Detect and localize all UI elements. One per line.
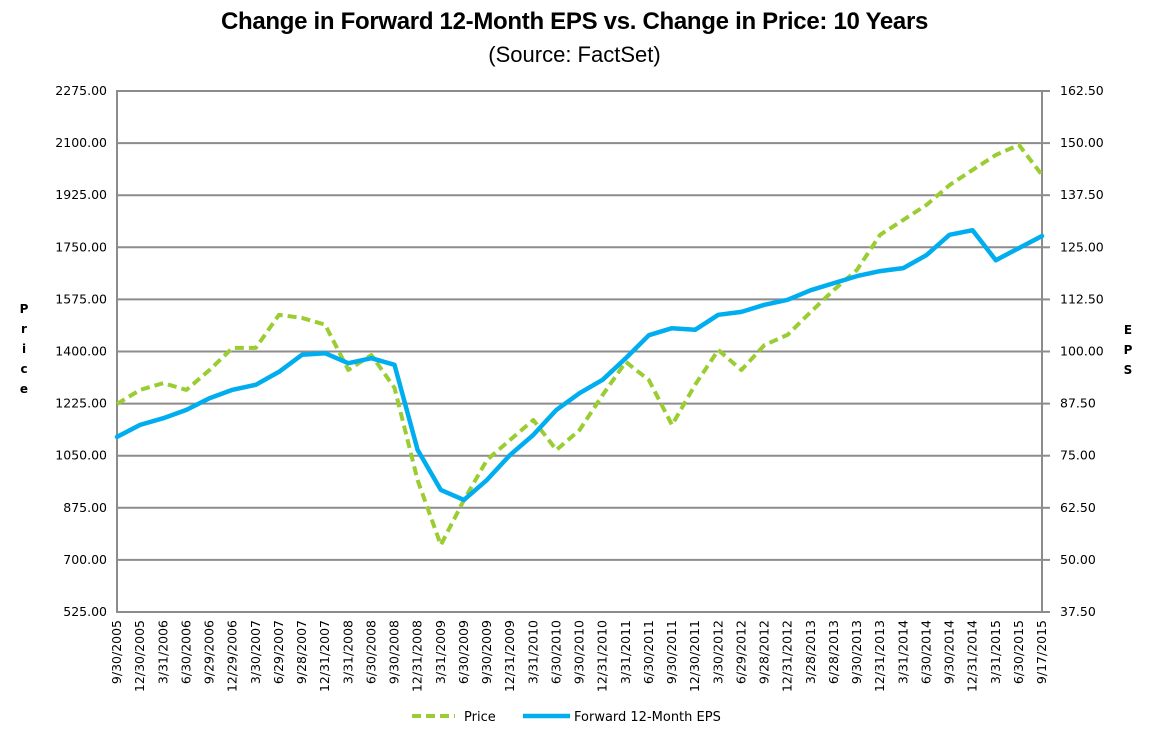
x-tick-label: 12/30/2011 [687,620,702,692]
x-tick-label: 12/31/2012 [780,620,795,692]
y-axis-left: 525.00 700.00 875.00 1050.00 1225.00 1400.00 1… [55,83,107,619]
x-tick-label: 6/30/2006 [178,620,193,684]
y-tick-label-right: 162.50 [1060,83,1104,98]
x-tick-label: 12/31/2008 [410,620,425,692]
gridlines [117,142,1042,561]
x-tick-label: 12/31/2013 [872,620,887,692]
y-tick-label-left: 1925.00 [55,187,107,202]
y-axis-title-left-letter: c [20,362,27,376]
x-tick-label: 3/30/2007 [248,620,263,684]
y-tick-label-right: 150.00 [1060,135,1104,150]
x-tick-label: 6/29/2007 [271,620,286,684]
chart-subtitle: (Source: FactSet) [488,42,661,67]
y-tick-label-left: 1400.00 [55,344,107,359]
y-tick-label-left: 2100.00 [55,135,107,150]
price-line [115,142,1044,547]
y-tick-label-left: 700.00 [63,552,107,567]
legend: Price Forward 12-Month EPS [412,710,721,725]
x-tick-label: 3/31/2009 [433,620,448,684]
x-tick-label: 3/31/2014 [895,620,910,684]
y-tick-label-right: 37.50 [1060,604,1096,619]
y-tick-label-right: 125.00 [1060,239,1104,254]
x-tick-label: 12/31/2014 [965,620,980,692]
x-tick-label: 9/30/2013 [849,620,864,684]
eps-line [114,227,1045,503]
y-tick-label-right: 112.50 [1060,291,1104,306]
y-tick-label-right: 62.50 [1060,500,1096,515]
chart-title: Change in Forward 12-Month EPS vs. Chang… [220,8,929,35]
y-tick-label-right: 50.00 [1060,552,1096,567]
x-tick-label: 12/31/2009 [502,620,517,692]
legend-price-label: Price [464,710,496,725]
x-tick-label: 9/30/2010 [572,620,587,684]
x-tick-label: 3/31/2008 [340,620,355,684]
x-tick-label: 9/30/2005 [109,620,124,684]
y-axis-title-right-letter: P [1124,343,1133,357]
y-axis-title-left-letter: e [20,382,28,396]
x-tick-label: 9/30/2009 [479,620,494,684]
x-tick-label: 9/28/2007 [294,620,309,684]
x-tick-label: 6/30/2011 [641,620,656,684]
x-tick-label: 6/30/2008 [363,620,378,684]
y-axis-title-left-letter: r [21,322,27,336]
y-axis-title-left-letter: i [22,342,26,356]
y-tick-label-left: 525.00 [63,604,107,619]
y-tick-label-right: 75.00 [1060,448,1096,463]
x-tick-label: 12/31/2007 [317,620,332,692]
x-tick-label: 3/31/2011 [618,620,633,684]
x-tick-label: 9/30/2011 [664,620,679,684]
x-tick-label: 6/30/2010 [548,620,563,684]
x-tick-label: 3/28/2013 [803,620,818,684]
y-axis-title-right-letter: S [1124,363,1133,377]
y-tick-label-left: 1050.00 [55,448,107,463]
x-tick-label: 9/28/2012 [757,620,772,684]
y-tick-label-right: 100.00 [1060,344,1104,359]
x-axis: 9/30/2005 12/30/2005 3/31/2006 6/30/2006 9/2… [109,620,1049,692]
x-tick-label: 12/30/2005 [132,620,147,692]
x-tick-label: 9/17/2015 [1034,620,1049,684]
y-tick-label-left: 1750.00 [55,239,107,254]
y-tick-label-right: 87.50 [1060,396,1096,411]
y-axis-title-right-letter: E [1124,323,1132,337]
legend-eps-label: Forward 12-Month EPS [574,710,721,725]
x-tick-label: 6/30/2014 [918,620,933,684]
y-axis-title-left-letter: P [20,302,29,316]
y-tick-label-right: 137.50 [1060,187,1104,202]
x-tick-label: 3/31/2006 [155,620,170,684]
x-tick-label: 6/28/2013 [826,620,841,684]
y-axis-right: 37.50 50.00 62.50 75.00 87.50 100.00 112.50 125… [1042,83,1104,619]
x-tick-label: 6/30/2015 [1011,620,1026,684]
x-tick-label: 9/30/2008 [387,620,402,684]
series-lines [114,142,1045,547]
x-tick-label: 6/29/2012 [733,620,748,684]
x-tick-label: 3/31/2015 [988,620,1003,684]
y-tick-label-left: 1225.00 [55,396,107,411]
x-tick-label: 3/30/2012 [710,620,725,684]
x-tick-label: 9/29/2006 [202,620,217,684]
x-tick-label: 12/29/2006 [225,620,240,692]
x-tick-label: 3/31/2010 [525,620,540,684]
y-tick-label-left: 2275.00 [55,83,107,98]
y-tick-label-left: 1575.00 [55,291,107,306]
x-tick-label: 6/30/2009 [456,620,471,684]
x-tick-label: 9/30/2014 [942,620,957,684]
x-tick-label: 12/31/2010 [595,620,610,692]
y-tick-label-left: 875.00 [63,500,107,515]
